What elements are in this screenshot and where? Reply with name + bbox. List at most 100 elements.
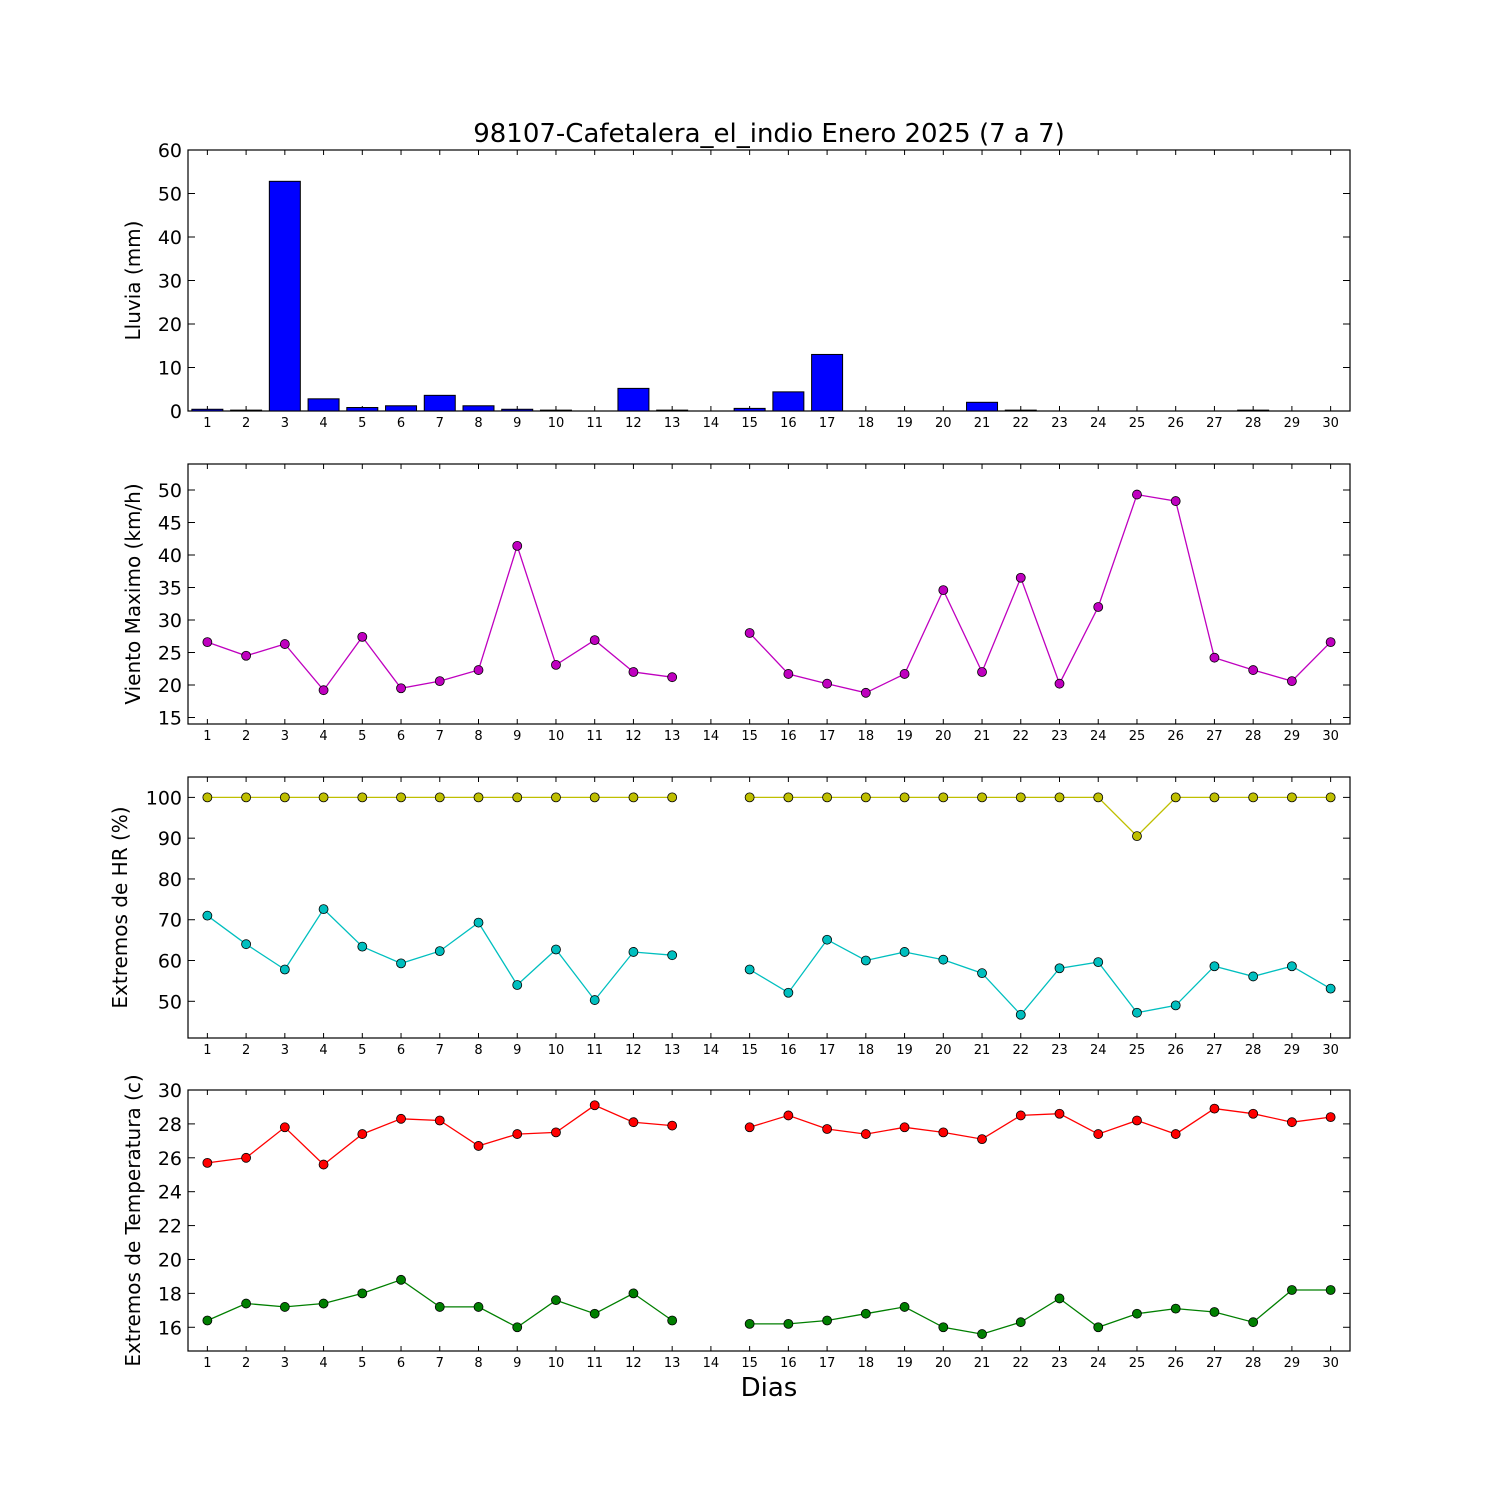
data-point xyxy=(241,650,252,661)
y-tick-label: 80 xyxy=(158,869,182,891)
data-point xyxy=(279,1302,290,1312)
x-tick-label: 18 xyxy=(858,729,875,744)
y-tick-label: 20 xyxy=(158,1249,182,1271)
x-tick-label: 18 xyxy=(858,1356,875,1371)
x-tick-label: 19 xyxy=(896,729,913,744)
data-point xyxy=(1287,961,1297,972)
y-tick-label: 24 xyxy=(158,1182,182,1204)
x-tick-label: 5 xyxy=(358,1043,366,1058)
data-point xyxy=(357,1129,368,1139)
data-point xyxy=(318,1159,329,1170)
data-point xyxy=(938,792,949,803)
x-tick-label: 29 xyxy=(1284,1043,1301,1058)
data-point xyxy=(783,669,794,679)
x-tick-label: 15 xyxy=(741,416,758,431)
y-tick-label: 20 xyxy=(158,675,182,697)
y-tick-label: 60 xyxy=(158,951,182,973)
x-tick-label: 3 xyxy=(281,416,289,431)
y-tick-label: 10 xyxy=(158,358,182,380)
data-point xyxy=(1287,792,1297,803)
x-tick-label: 1 xyxy=(203,1356,211,1371)
y-tick-label: 90 xyxy=(158,828,182,850)
data-point xyxy=(279,792,290,803)
data-point xyxy=(434,1302,445,1312)
x-tick-label: 16 xyxy=(780,729,797,744)
x-tick-label: 30 xyxy=(1322,1356,1339,1371)
y-tick-label: 25 xyxy=(158,643,182,665)
data-point xyxy=(822,1315,832,1326)
x-tick-label: 13 xyxy=(664,729,681,744)
x-tick-label: 3 xyxy=(281,1356,289,1371)
x-tick-label: 19 xyxy=(896,1356,913,1371)
bar xyxy=(656,409,689,412)
x-tick-label: 24 xyxy=(1090,416,1107,431)
x-tick-label: 15 xyxy=(741,729,758,744)
data-point xyxy=(1209,1103,1220,1114)
plot-frame xyxy=(187,776,1351,1039)
data-point xyxy=(1325,1112,1336,1123)
data-point xyxy=(783,1318,794,1329)
x-tick-label: 13 xyxy=(664,416,681,431)
x-tick-label: 25 xyxy=(1129,729,1146,744)
x-tick-label: 10 xyxy=(548,1356,565,1371)
x-tick-label: 9 xyxy=(513,729,521,744)
x-tick-label: 11 xyxy=(586,416,603,431)
data-point xyxy=(279,964,290,975)
x-tick-label: 10 xyxy=(548,416,565,431)
data-point xyxy=(396,958,406,969)
data-point xyxy=(744,1318,755,1329)
data-point xyxy=(822,934,832,945)
bar xyxy=(346,407,379,412)
x-tick-label: 19 xyxy=(896,416,913,431)
data-point xyxy=(1132,831,1142,842)
data-point xyxy=(1170,1000,1181,1011)
y-tick-label: 70 xyxy=(158,910,182,932)
x-tick-label: 21 xyxy=(974,729,991,744)
x-tick-label: 27 xyxy=(1206,1043,1223,1058)
y-axis-label: Lluvia (mm) xyxy=(121,221,145,341)
x-tick-label: 19 xyxy=(896,1043,913,1058)
x-tick-label: 7 xyxy=(436,416,444,431)
series-line xyxy=(749,1289,1331,1335)
data-point xyxy=(357,1288,368,1299)
data-point xyxy=(1015,1110,1026,1121)
data-point xyxy=(977,792,987,803)
data-point xyxy=(667,672,678,683)
data-point xyxy=(1093,1322,1104,1333)
data-point xyxy=(357,792,368,803)
x-tick-label: 18 xyxy=(858,416,875,431)
data-point xyxy=(1287,1117,1297,1128)
data-point xyxy=(1015,792,1026,803)
data-point xyxy=(860,1129,871,1139)
bar xyxy=(733,407,766,412)
x-tick-label: 4 xyxy=(319,729,327,744)
x-tick-label: 26 xyxy=(1167,416,1184,431)
x-tick-label: 5 xyxy=(358,729,366,744)
data-point xyxy=(899,792,910,803)
data-point xyxy=(551,944,561,955)
data-point xyxy=(1287,1285,1297,1295)
y-tick-label: 28 xyxy=(158,1114,182,1136)
x-tick-label: 7 xyxy=(436,1043,444,1058)
data-point xyxy=(783,1110,794,1121)
x-tick-label: 29 xyxy=(1284,416,1301,431)
x-tick-label: 21 xyxy=(974,1043,991,1058)
data-point xyxy=(1248,792,1259,803)
x-tick-label: 17 xyxy=(819,1043,836,1058)
y-tick-label: 18 xyxy=(158,1283,182,1305)
data-point xyxy=(822,1124,832,1134)
data-point xyxy=(1015,1317,1026,1328)
x-tick-label: 16 xyxy=(780,1356,797,1371)
x-tick-label: 6 xyxy=(397,416,405,431)
data-point xyxy=(512,1129,523,1139)
data-point xyxy=(589,635,600,646)
x-tick-label: 13 xyxy=(664,1043,681,1058)
x-tick-label: 22 xyxy=(1012,729,1029,744)
data-point xyxy=(512,541,523,551)
data-point xyxy=(434,792,445,803)
bar xyxy=(811,353,844,412)
data-point xyxy=(1325,637,1336,647)
x-tick-label: 14 xyxy=(703,416,720,431)
data-point xyxy=(241,1298,252,1309)
